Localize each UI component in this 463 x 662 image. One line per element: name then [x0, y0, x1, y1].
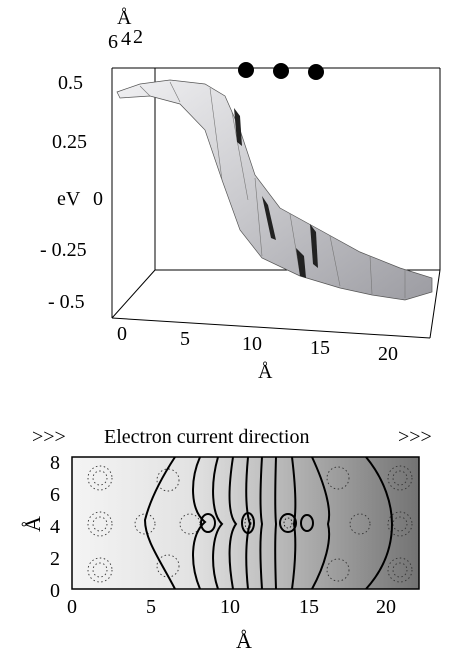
contour-x-ticks: 0 5 10 15 20 [67, 596, 396, 618]
z-axis-ticks: 0.5 0.25 0 - 0.25 - 0.5 [40, 72, 103, 313]
y-tick: 2 [50, 548, 60, 570]
x-tick: 15 [299, 596, 319, 618]
x-tick: 20 [378, 343, 398, 365]
direction-suffix: >>> [398, 426, 432, 448]
x-tick: 20 [376, 596, 396, 618]
y-tick: 0 [50, 580, 60, 602]
x-axis-label: Å [258, 361, 273, 383]
contour-lines [143, 456, 394, 590]
x-tick: 0 [67, 596, 77, 618]
depth-tick: 4 [121, 28, 131, 50]
contour-y-ticks: 8 6 4 2 0 [50, 452, 60, 602]
potential-surface [116, 79, 433, 301]
direction-prefix: >>> [32, 426, 66, 448]
depth-tick: 6 [108, 31, 118, 53]
x-tick: 15 [310, 337, 330, 359]
depth-tick: 2 [133, 26, 143, 48]
z-tick: 0 [93, 188, 103, 210]
depth-axis-unit: Å [117, 7, 132, 29]
y-tick: 4 [50, 516, 60, 538]
z-axis-label: eV [57, 188, 81, 210]
z-tick: - 0.25 [40, 239, 87, 261]
z-tick: - 0.5 [48, 291, 85, 313]
z-tick: 0.25 [52, 131, 87, 153]
contour-plot: >>> Electron current direction >>> [20, 426, 432, 653]
contour-title: Electron current direction [104, 426, 309, 448]
y-tick: 8 [50, 452, 60, 474]
atom-rings [87, 465, 413, 583]
x-tick: 5 [146, 596, 156, 618]
x-tick: 10 [242, 333, 262, 355]
atom-marker [273, 63, 289, 79]
z-tick: 0.5 [58, 72, 83, 94]
x-tick: 10 [220, 596, 240, 618]
y-tick: 6 [50, 484, 60, 506]
atom-marker [238, 62, 254, 78]
x-axis-ticks: 0 5 10 15 20 [117, 323, 398, 365]
contour-x-axis-label: Å [236, 628, 252, 653]
x-tick: 5 [180, 328, 190, 350]
surface-spikes [234, 108, 318, 278]
atom-marker [308, 64, 324, 80]
x-tick: 0 [117, 323, 127, 345]
contour-inner-dots [244, 516, 293, 530]
surface-plot: Å 6 4 2 0.5 0.25 0 - 0.25 - 0.5 eV 0 5 1… [40, 7, 441, 383]
contour-y-axis-label: Å [20, 516, 45, 532]
